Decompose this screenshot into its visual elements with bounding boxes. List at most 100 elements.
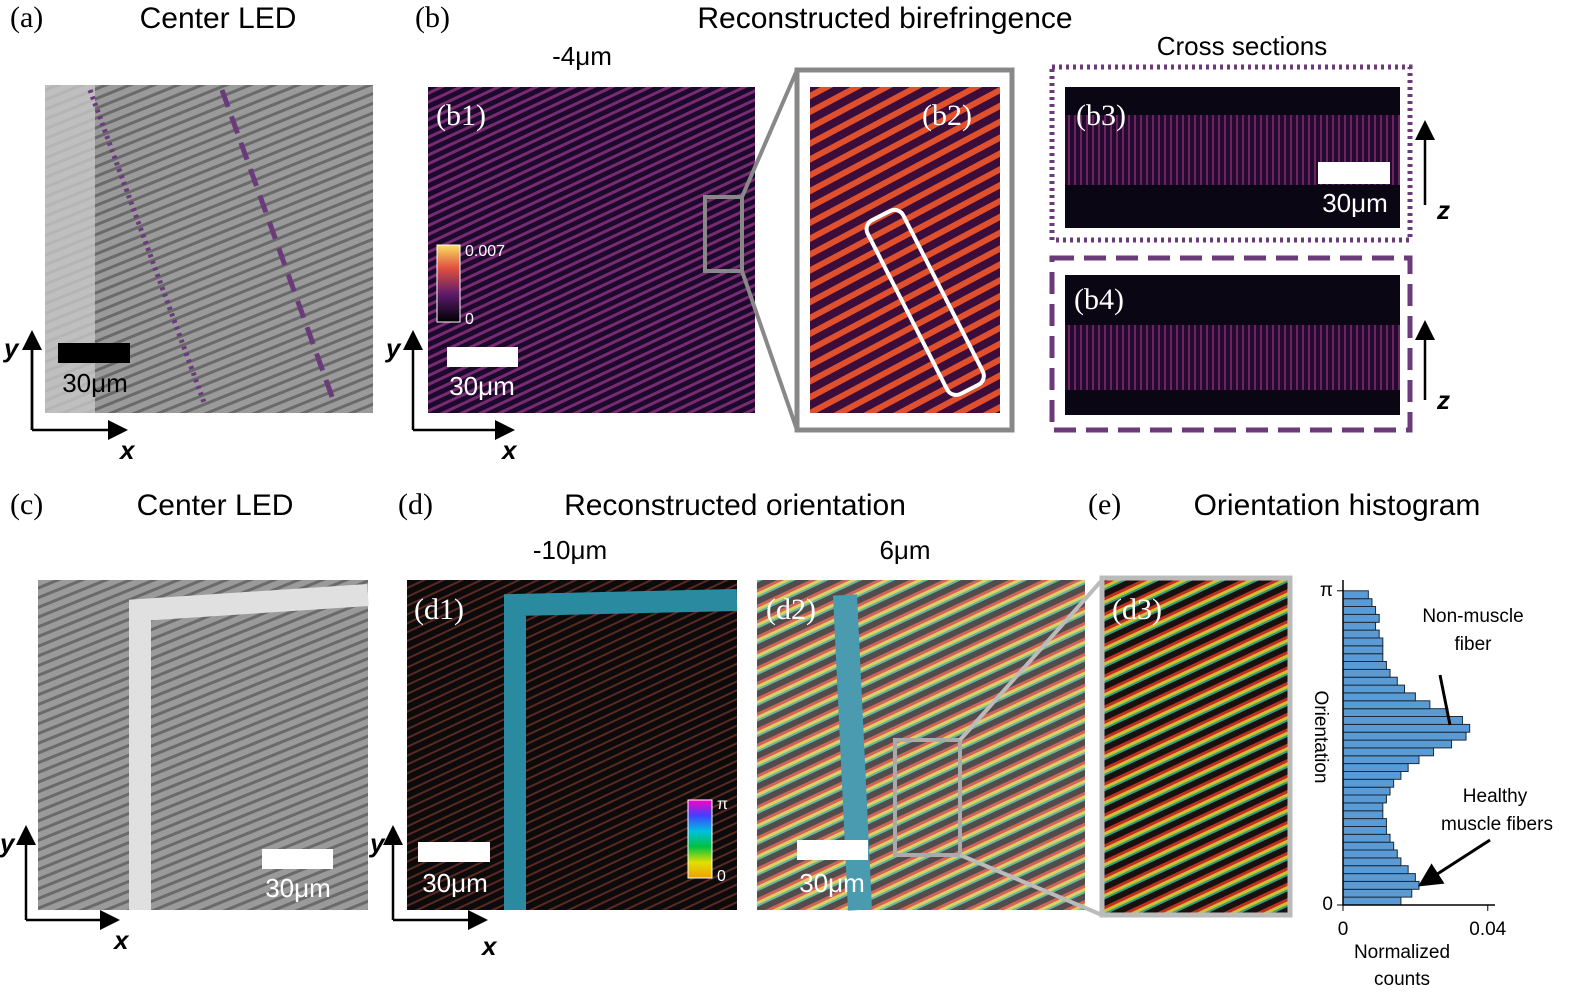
x-tick-label: 0.04 [1469, 919, 1506, 940]
subpanel-label: (b2) [922, 99, 972, 132]
x-axis-label: counts [1374, 969, 1430, 990]
colorbar [687, 799, 713, 879]
inset-frame [1049, 64, 1413, 243]
bar [1342, 739, 1453, 749]
bar [1342, 637, 1384, 647]
subpanel-label: (b4) [1074, 283, 1124, 316]
y-tick-label: 0 [1322, 894, 1333, 915]
bar [1342, 778, 1395, 788]
bar [1342, 841, 1395, 851]
colorbar-label: 0 [717, 868, 726, 885]
bar [1342, 888, 1413, 898]
zoom-line [958, 578, 1104, 917]
axis-label: z [1436, 195, 1450, 225]
bar [1342, 880, 1420, 890]
bar [1342, 606, 1377, 615]
zoom-box [893, 738, 962, 857]
subpanel-label: (b1) [436, 99, 486, 132]
colorbar-label: 0 [465, 311, 474, 328]
scale-bar [797, 840, 868, 860]
bar [1342, 786, 1391, 796]
bar [1342, 896, 1402, 906]
annotation-arrow [1428, 674, 1491, 880]
bar [1342, 684, 1406, 694]
y-axis-label: Orientation [1310, 691, 1331, 784]
bar [1342, 653, 1384, 663]
background [45, 85, 95, 413]
bar [1342, 810, 1384, 820]
annotation: fiber [1455, 634, 1493, 655]
fiber [833, 594, 872, 911]
panel-label: (b) [415, 1, 450, 34]
bar [1342, 849, 1398, 859]
bar [1342, 708, 1449, 718]
scale-bar [447, 347, 518, 367]
bar [1342, 700, 1431, 710]
bar [1342, 802, 1384, 812]
micrograph [757, 580, 1085, 910]
axis-label: x [112, 925, 130, 955]
scale-label: 30μm [799, 868, 865, 898]
bar [1342, 771, 1402, 780]
x-axis-label: Normalized [1354, 942, 1450, 963]
scale-label: 30μm [1322, 188, 1388, 218]
axis-label: y [368, 828, 386, 858]
scale-bar [58, 343, 130, 363]
colorbar [436, 244, 461, 323]
bar [1342, 818, 1387, 827]
bar [1342, 692, 1416, 702]
scale-bar [1318, 162, 1390, 184]
colorbar-label: 0.007 [465, 243, 505, 260]
bar [1342, 629, 1380, 639]
bar [1342, 826, 1387, 835]
axis-label: x [118, 435, 136, 465]
scale-label: 30μm [422, 868, 488, 898]
colorbar-label: π [717, 796, 728, 813]
bar [1342, 763, 1409, 772]
scale-label: 30μm [449, 371, 515, 401]
bar [1342, 676, 1398, 686]
micrograph [1065, 325, 1400, 390]
bar [1342, 857, 1402, 867]
bar [1342, 747, 1434, 757]
annotation: muscle fibers [1441, 814, 1553, 835]
bar [1342, 598, 1373, 608]
panel-label: (a) [10, 1, 43, 34]
bar [1342, 716, 1463, 725]
histogram: 0 π 0 0.04 Orientation Normalized counts Non-mu… [1310, 580, 1553, 990]
scale-bar [262, 849, 333, 869]
panel-title: Center LED [137, 489, 294, 522]
depth-label: -10μm [533, 535, 607, 565]
bar [1342, 865, 1409, 875]
axis-label: y [0, 828, 16, 858]
panel-title: Reconstructed birefringence [697, 2, 1072, 35]
axis-label: y [2, 333, 20, 363]
bar [1342, 661, 1387, 670]
depth-label: -4μm [552, 41, 612, 71]
panel-title: Orientation histogram [1194, 489, 1481, 522]
panel-title: Center LED [140, 2, 297, 35]
subpanel-label: (b3) [1076, 99, 1126, 132]
panel-label: (e) [1088, 488, 1121, 521]
micrograph [810, 87, 1000, 413]
annotation: Healthy [1463, 786, 1528, 807]
panel-label: (c) [10, 488, 43, 521]
bar [1342, 723, 1471, 733]
zoom-box [703, 195, 744, 273]
bar [1342, 621, 1377, 631]
annotation: Non-muscle [1422, 606, 1523, 627]
bar [1342, 873, 1416, 882]
axis-label: z [1436, 385, 1450, 415]
scale-label: 30μm [62, 368, 128, 398]
bar [1342, 668, 1391, 678]
fiber [504, 589, 738, 910]
panel-label: (d) [398, 488, 433, 521]
x-tick-label: 0 [1338, 919, 1349, 940]
subpanel-label: (d2) [766, 593, 816, 626]
zoom-line [740, 69, 799, 431]
bar [1342, 613, 1380, 623]
panel-title: Reconstructed orientation [564, 489, 906, 522]
bar [1342, 731, 1467, 741]
subpanel-label: (d1) [414, 593, 464, 626]
